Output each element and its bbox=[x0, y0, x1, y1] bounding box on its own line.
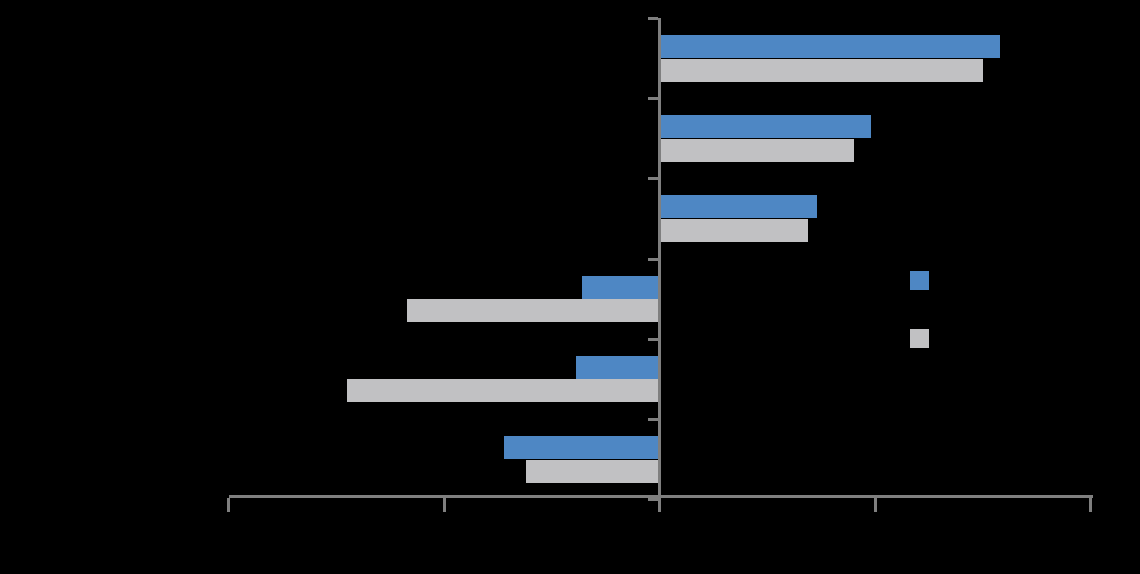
y-axis-tick bbox=[648, 17, 658, 20]
bar-blue-series-row-2 bbox=[659, 115, 871, 139]
x-axis-tick bbox=[227, 498, 230, 512]
bar-blue-series-row-5 bbox=[575, 355, 660, 379]
bar-blue-series-row-3 bbox=[659, 195, 817, 219]
bar-gray-series-row-5 bbox=[347, 379, 660, 403]
bar-gray-series-row-2 bbox=[659, 138, 854, 162]
bar-gray-series-row-6 bbox=[525, 459, 660, 483]
legend-gray-swatch bbox=[910, 329, 929, 348]
bar-gray-series-row-4 bbox=[407, 299, 660, 323]
bar-blue-series-row-1 bbox=[659, 35, 1000, 58]
y-axis-tick bbox=[648, 418, 658, 421]
bar-gray-series-row-3 bbox=[659, 218, 809, 242]
y-axis-tick bbox=[648, 177, 658, 181]
bar-blue-series-row-6 bbox=[504, 436, 660, 459]
legend-blue-swatch bbox=[910, 271, 929, 290]
y-axis-line bbox=[658, 18, 661, 512]
y-axis-tick bbox=[648, 257, 658, 261]
y-axis-tick bbox=[648, 97, 658, 101]
x-axis-tick bbox=[873, 498, 877, 512]
y-axis-tick bbox=[648, 498, 658, 502]
x-axis-line bbox=[229, 495, 1093, 498]
x-axis-tick bbox=[658, 498, 661, 512]
x-axis-tick bbox=[442, 498, 446, 512]
y-axis-tick bbox=[648, 337, 658, 341]
bar-blue-series-row-4 bbox=[581, 275, 660, 299]
x-axis-tick bbox=[1089, 498, 1092, 512]
bar-gray-series-row-1 bbox=[659, 58, 983, 82]
